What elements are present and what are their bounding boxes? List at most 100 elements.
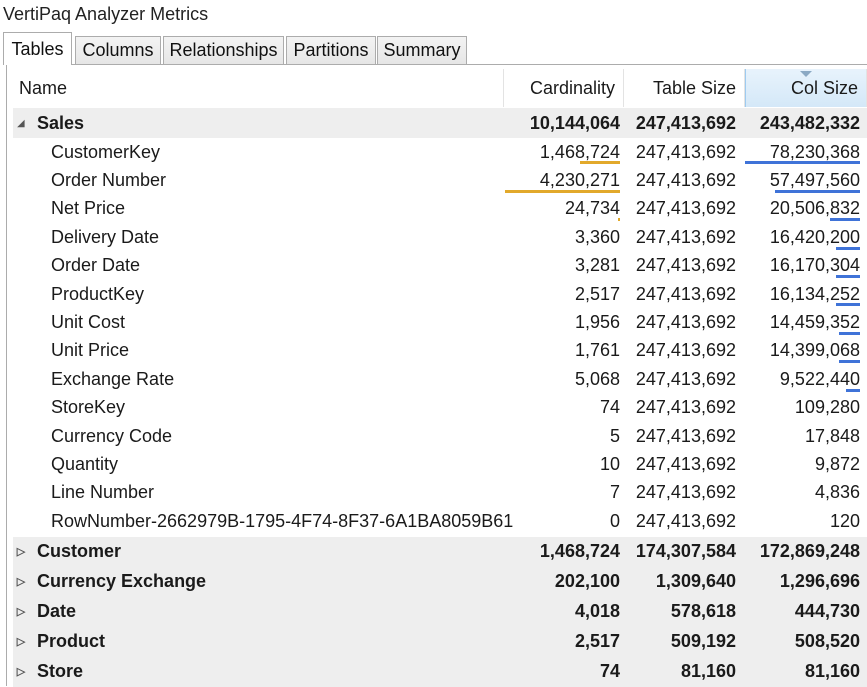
table-size: 247,413,692 xyxy=(635,112,736,133)
column-col-size: 9,872 xyxy=(814,454,860,475)
tab-summary[interactable]: Summary xyxy=(377,36,467,64)
column-table-size: 247,413,692 xyxy=(635,510,736,531)
column-name: Currency Code xyxy=(51,425,173,446)
column-row[interactable]: Quantity 10 247,413,692 9,872 xyxy=(13,450,867,479)
column-col-size: 17,848 xyxy=(804,425,860,446)
col-size-bar xyxy=(839,360,860,364)
column-row[interactable]: RowNumber-2662979B-1795-4F74-8F37-6A1BA8… xyxy=(13,507,867,536)
tab-columns[interactable]: Columns xyxy=(75,36,161,64)
col-size-bar xyxy=(846,388,860,392)
table-col-size: 81,160 xyxy=(804,661,860,682)
col-size-bar xyxy=(745,161,860,165)
column-col-size: 120 xyxy=(829,510,860,531)
table-cardinality: 2,517 xyxy=(574,631,620,652)
expand-triangle-icon[interactable]: ▷ xyxy=(16,636,26,649)
column-col-size: 16,420,200 xyxy=(769,226,860,247)
column-cardinality: 4,230,271 xyxy=(539,170,620,191)
column-row[interactable]: Line Number 7 247,413,692 4,836 xyxy=(13,478,867,508)
tab-tables[interactable]: Tables xyxy=(3,32,72,65)
column-header-table-size[interactable]: Table Size xyxy=(624,69,745,107)
table-name: Product xyxy=(37,631,106,652)
column-row[interactable]: Net Price 24,734 247,413,692 20,506,832 xyxy=(13,194,867,224)
table-col-size: 243,482,332 xyxy=(759,112,860,133)
column-row[interactable]: ProductKey 2,517 247,413,692 16,134,252 xyxy=(13,280,867,309)
sort-descending-icon xyxy=(800,71,812,77)
table-row[interactable]: ▷ Date 4,018 578,618 444,730 xyxy=(13,596,867,627)
column-cardinality: 3,281 xyxy=(574,255,620,276)
column-row[interactable]: Unit Price 1,761 247,413,692 14,399,068 xyxy=(13,336,867,366)
column-name: ProductKey xyxy=(51,283,145,304)
column-header-name[interactable]: Name xyxy=(13,69,504,107)
col-size-bar xyxy=(830,218,860,222)
column-table-size: 247,413,692 xyxy=(635,454,736,475)
tab-partitions[interactable]: Partitions xyxy=(286,36,376,64)
expand-triangle-icon[interactable]: ▷ xyxy=(16,606,26,619)
table-cardinality: 4,018 xyxy=(574,601,620,622)
collapse-triangle-icon[interactable]: ◢ xyxy=(17,117,25,128)
cardinality-bar xyxy=(618,218,620,222)
column-table-size: 247,413,692 xyxy=(635,368,736,389)
col-size-bar xyxy=(836,274,860,278)
column-col-size: 16,134,252 xyxy=(769,283,860,304)
column-cardinality: 5 xyxy=(609,425,620,446)
column-row[interactable]: Delivery Date 3,360 247,413,692 16,420,200 xyxy=(13,223,867,252)
column-table-size: 247,413,692 xyxy=(635,283,736,304)
table-name: Currency Exchange xyxy=(37,571,207,592)
column-row[interactable]: CustomerKey 1,468,724 247,413,692 78,230,36… xyxy=(13,138,867,167)
table-name: Customer xyxy=(37,541,122,562)
column-row[interactable]: Order Date 3,281 247,413,692 16,170,304 xyxy=(13,251,867,280)
column-header-cardinality[interactable]: Cardinality xyxy=(504,69,624,107)
column-cardinality: 3,360 xyxy=(574,226,620,247)
table-cardinality: 1,468,724 xyxy=(539,541,620,562)
table-row[interactable]: ▷ Currency Exchange 202,100 1,309,640 1,296,… xyxy=(13,566,867,597)
column-cardinality: 5,068 xyxy=(574,368,620,389)
grid-header: Name Cardinality Table Size Col Size xyxy=(13,69,867,107)
column-table-size: 247,413,692 xyxy=(635,312,736,333)
table-name: Sales xyxy=(37,112,85,133)
window-title: VertiPaq Analyzer Metrics xyxy=(3,4,209,24)
column-row[interactable]: Unit Cost 1,956 247,413,692 14,459,352 xyxy=(13,308,867,337)
table-col-size: 172,869,248 xyxy=(759,541,860,562)
column-name: Unit Cost xyxy=(51,312,126,333)
column-col-size: 78,230,368 xyxy=(769,141,860,162)
column-table-size: 247,413,692 xyxy=(635,255,736,276)
table-size: 81,160 xyxy=(680,661,736,682)
table-row[interactable]: ▷ Customer 1,468,724 174,307,584 172,869,248 xyxy=(13,536,867,567)
column-name: Net Price xyxy=(51,198,126,219)
column-table-size: 247,413,692 xyxy=(635,141,736,162)
column-row[interactable]: Order Number 4,230,271 247,413,692 57,497,5… xyxy=(13,166,867,195)
table-size: 174,307,584 xyxy=(635,541,736,562)
column-name: Order Date xyxy=(51,255,141,276)
table-cardinality: 10,144,064 xyxy=(529,112,620,133)
table-row-sales[interactable]: ◢ Sales 10,144,064 247,413,692 243,482,332 xyxy=(13,108,867,138)
expand-triangle-icon[interactable]: ▷ xyxy=(16,576,26,589)
cardinality-bar xyxy=(505,189,620,193)
expand-triangle-icon[interactable]: ▷ xyxy=(16,546,26,559)
column-cardinality: 7 xyxy=(609,482,620,503)
column-col-size: 14,459,352 xyxy=(769,312,860,333)
column-name: Unit Price xyxy=(51,340,130,361)
column-row[interactable]: Exchange Rate 5,068 247,413,692 9,522,440 xyxy=(13,365,867,394)
table-size: 578,618 xyxy=(670,601,736,622)
column-col-size: 20,506,832 xyxy=(769,198,860,219)
column-table-size: 247,413,692 xyxy=(635,482,736,503)
expand-triangle-icon[interactable]: ▷ xyxy=(16,666,26,679)
column-table-size: 247,413,692 xyxy=(635,226,736,247)
column-name: StoreKey xyxy=(51,397,126,418)
column-cardinality: 1,761 xyxy=(574,340,620,361)
column-header-col-size[interactable]: Col Size xyxy=(745,69,867,107)
tab-relationships[interactable]: Relationships xyxy=(163,36,284,64)
table-size: 1,309,640 xyxy=(655,571,736,592)
table-row[interactable]: ▷ Product 2,517 509,192 508,520 xyxy=(13,626,867,657)
table-cardinality: 74 xyxy=(599,661,620,682)
column-col-size: 14,399,068 xyxy=(769,340,860,361)
column-row[interactable]: StoreKey 74 247,413,692 109,280 xyxy=(13,393,867,422)
column-col-size: 4,836 xyxy=(814,482,860,503)
table-name: Date xyxy=(37,601,77,622)
table-row[interactable]: ▷ Store 74 81,160 81,160 xyxy=(13,656,867,687)
column-row[interactable]: Currency Code 5 247,413,692 17,848 xyxy=(13,422,867,451)
column-name: RowNumber-2662979B-1795-4F74-8F37-6A1BA8… xyxy=(51,510,514,531)
column-col-size: 9,522,440 xyxy=(779,368,860,389)
column-col-size: 16,170,304 xyxy=(769,255,860,276)
column-cardinality: 1,956 xyxy=(574,312,620,333)
